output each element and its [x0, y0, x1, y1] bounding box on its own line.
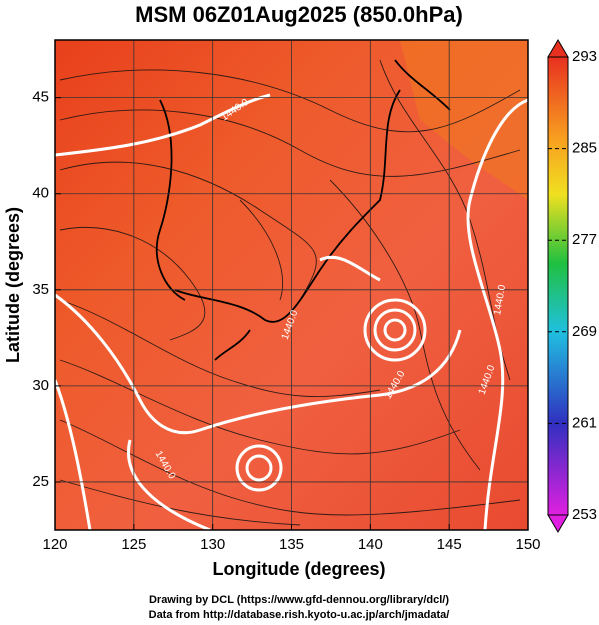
- x-tick-label: 125: [121, 536, 146, 553]
- x-tick-label: 120: [42, 536, 67, 553]
- footer-line: Data from http://database.rish.kyoto-u.a…: [149, 609, 450, 621]
- x-tick-label: 145: [437, 536, 462, 553]
- y-tick-label: 25: [32, 473, 49, 490]
- x-axis-label: Longitude (degrees): [212, 559, 385, 579]
- colorbar-tick-label: 269: [572, 323, 597, 340]
- y-axis-label: Latitude (degrees): [3, 207, 23, 363]
- y-tick-label: 45: [32, 89, 49, 106]
- contour: [55, 93, 528, 530]
- colorbar-tick-label: 285: [572, 140, 597, 157]
- title: MSM 06Z01Aug2025 (850.0hPa): [135, 2, 463, 27]
- colorbar-tick-label: 253: [572, 506, 597, 523]
- x-tick-label: 135: [279, 536, 304, 553]
- map-frame: [54, 39, 529, 531]
- y-tick-label: 35: [32, 281, 49, 298]
- coastline: [155, 59, 451, 361]
- colorbar-tick-label: 261: [572, 414, 597, 431]
- colorbar-tick-label: 277: [572, 231, 597, 248]
- colorbar-tick-label: 293: [572, 48, 597, 65]
- y-tick-label: 30: [32, 377, 49, 394]
- footer-line: Drawing by DCL (https://www.gfd-dennou.o…: [149, 594, 449, 606]
- colorbar: [547, 39, 569, 533]
- contour-label: 1440.0: [492, 284, 508, 316]
- x-tick-label: 140: [358, 536, 383, 553]
- x-tick-label: 130: [200, 536, 225, 553]
- x-tick-label: 150: [515, 536, 540, 553]
- y-tick-label: 40: [32, 185, 49, 202]
